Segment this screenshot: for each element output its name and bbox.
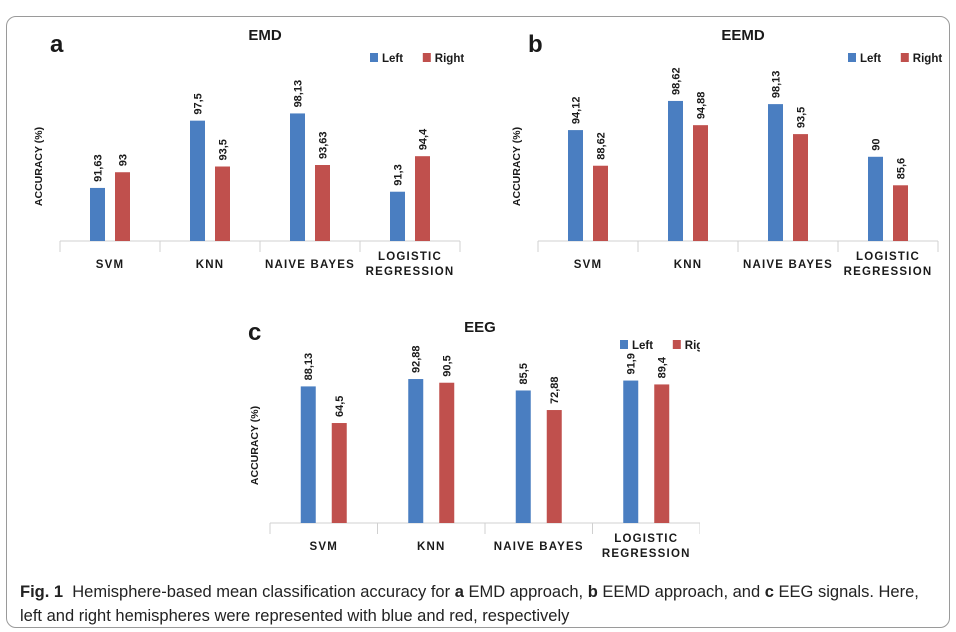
eemd-bar-chart: b EEMD Left Right ACCURACY (%) 94,12 88,62 SVM 9…: [498, 22, 948, 297]
bar-left: [623, 381, 638, 523]
data-label: 94,12: [571, 97, 583, 125]
data-label: 98,13: [771, 71, 783, 99]
chart-panel-c: c EEG Left Right ACCURACY (%) 88,13 64,5 SVM 92,…: [240, 318, 700, 580]
bar-right: [793, 134, 808, 241]
data-label: 94,88: [696, 92, 708, 120]
data-label: 89,4: [657, 356, 669, 378]
bar-right: [893, 185, 908, 241]
category-label: LOGISTIC REGRESSION: [602, 533, 691, 560]
bar-right: [115, 172, 130, 241]
bar-left: [668, 101, 683, 241]
data-label: 88,62: [596, 132, 608, 160]
data-label: 91,9: [626, 353, 638, 374]
bar-left: [868, 157, 883, 241]
bar-right: [593, 166, 608, 241]
bar-right: [315, 165, 330, 241]
category-label: KNN: [417, 541, 446, 553]
data-label: 98,13: [293, 80, 305, 108]
data-label: 64,5: [334, 396, 346, 417]
bar-left: [390, 192, 405, 241]
data-label: 90: [871, 139, 883, 151]
category-label: NAIVE BAYES: [265, 259, 355, 271]
y-axis-label: ACCURACY (%): [511, 127, 523, 206]
data-label: 91,3: [393, 164, 405, 185]
chart-panel-a: a EMD Left Right ACCURACY (%) 91,63 93 SVM 97,5 9…: [20, 22, 470, 297]
caption-panel-b-ref: b: [588, 583, 598, 601]
bar-right: [332, 423, 347, 523]
bar-right: [654, 384, 669, 523]
caption-fig-label: Fig. 1: [20, 583, 63, 601]
eeg-bar-chart: c EEG Left Right ACCURACY (%) 88,13 64,5 SVM 92,…: [240, 318, 700, 580]
legend-swatch-right: [673, 340, 681, 349]
data-label: 93: [118, 154, 130, 166]
panel-label: a: [50, 31, 64, 58]
data-label: 72,88: [549, 377, 561, 405]
legend-swatch-left: [370, 53, 378, 62]
bar-left: [190, 121, 205, 241]
caption-text-2: EMD approach,: [468, 583, 583, 601]
bar-left: [90, 188, 105, 241]
bar-left: [290, 113, 305, 241]
chart-title: EEG: [464, 319, 496, 336]
data-label: 98,62: [671, 67, 683, 95]
bar-left: [568, 130, 583, 241]
bar-right: [439, 383, 454, 523]
category-label: KNN: [196, 259, 225, 271]
figure-caption: Fig. 1 Hemisphere-based mean classificat…: [20, 580, 940, 628]
legend-label-left: Left: [860, 53, 881, 65]
bar-right: [547, 410, 562, 523]
data-label: 92,88: [411, 346, 423, 374]
category-label: SVM: [574, 259, 603, 271]
bar-right: [215, 167, 230, 242]
caption-panel-c-ref: c: [765, 583, 774, 601]
category-label: SVM: [309, 541, 338, 553]
category-label: KNN: [674, 259, 703, 271]
bar-left: [301, 386, 316, 523]
bar-right: [693, 125, 708, 241]
bar-left: [516, 390, 531, 523]
chart-panel-b: b EEMD Left Right ACCURACY (%) 94,12 88,62 SVM 9…: [498, 22, 948, 297]
caption-text-3: EEMD approach, and: [602, 583, 760, 601]
caption-text-1: Hemisphere-based mean classification acc…: [72, 583, 450, 601]
data-label: 94,4: [418, 128, 430, 150]
y-axis-label: ACCURACY (%): [249, 406, 261, 485]
data-label: 91,63: [93, 154, 105, 182]
legend-label-left: Left: [632, 340, 653, 352]
data-label: 85,6: [896, 158, 908, 179]
legend-label-right: Right: [435, 53, 465, 65]
emd-bar-chart: a EMD Left Right ACCURACY (%) 91,63 93 SVM 97,5 9…: [20, 22, 470, 297]
category-label: NAIVE BAYES: [743, 259, 833, 271]
chart-title: EMD: [248, 27, 282, 44]
panel-label: b: [528, 31, 543, 58]
data-label: 97,5: [193, 93, 205, 114]
data-label: 90,5: [442, 355, 454, 376]
data-label: 93,63: [318, 131, 330, 159]
caption-panel-a-ref: a: [455, 583, 464, 601]
y-axis-label: ACCURACY (%): [33, 127, 45, 206]
legend-swatch-left: [848, 53, 856, 62]
bar-right: [415, 156, 430, 241]
legend-swatch-left: [620, 340, 628, 349]
chart-title: EEMD: [721, 27, 765, 44]
legend-swatch-right: [901, 53, 909, 62]
data-label: 93,5: [796, 107, 808, 128]
legend-label-right: Right: [913, 53, 943, 65]
panel-label: c: [248, 319, 261, 346]
legend-label-left: Left: [382, 53, 403, 65]
data-label: 93,5: [218, 139, 230, 160]
data-label: 85,5: [518, 363, 530, 384]
category-label: LOGISTIC REGRESSION: [366, 251, 455, 278]
legend-swatch-right: [423, 53, 431, 62]
data-label: 88,13: [303, 353, 315, 381]
legend-label-right: Right: [685, 340, 700, 352]
category-label: SVM: [96, 259, 125, 271]
bar-left: [768, 104, 783, 241]
category-label: LOGISTIC REGRESSION: [844, 251, 933, 278]
bar-left: [408, 379, 423, 523]
category-label: NAIVE BAYES: [494, 541, 584, 553]
